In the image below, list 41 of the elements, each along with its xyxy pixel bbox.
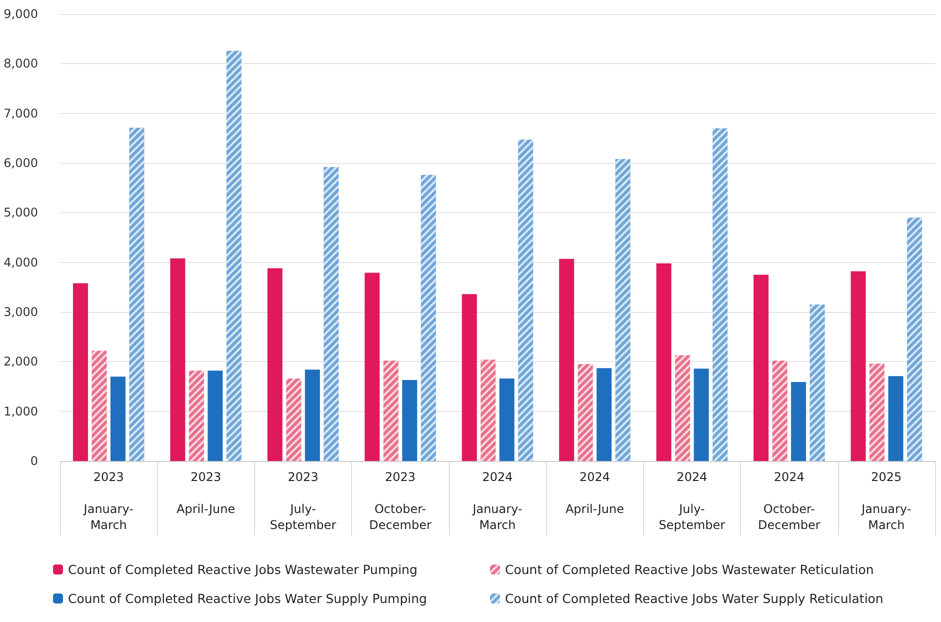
legend-label: Count of Completed Reactive Jobs Water Supply Pumping bbox=[68, 591, 427, 606]
bar bbox=[208, 370, 223, 461]
legend-label: Count of Completed Reactive Jobs Wastewater Reticulation bbox=[505, 562, 874, 577]
bar bbox=[559, 258, 574, 461]
bar bbox=[656, 263, 672, 461]
y-tick-label: 9,000 bbox=[4, 7, 38, 21]
y-tick-label: 2,000 bbox=[4, 354, 38, 369]
y-tick-label: 8,000 bbox=[4, 56, 38, 71]
legend-label: Count of Completed Reactive Jobs Water Supply Reticulation bbox=[505, 591, 884, 606]
y-tick-label: 0 bbox=[30, 454, 38, 468]
y-tick-label: 3,000 bbox=[4, 305, 38, 319]
category-label: 2023 January-March bbox=[84, 470, 134, 532]
y-tick-label: 4,000 bbox=[4, 255, 38, 270]
legend-label: Count of Completed Reactive Jobs Wastewater Pumping bbox=[68, 562, 418, 577]
category-label: 2023 July-September bbox=[270, 470, 336, 532]
category-label: 2024 April-June bbox=[565, 470, 624, 516]
y-tick-label: 6,000 bbox=[4, 156, 38, 170]
y-tick-label: 5,000 bbox=[4, 206, 38, 220]
bar bbox=[364, 272, 380, 461]
bar bbox=[596, 368, 612, 461]
bar bbox=[462, 294, 477, 461]
category-label: 2024 January-March bbox=[472, 470, 522, 532]
category-label: 2024 July-September bbox=[658, 470, 726, 532]
bar bbox=[791, 382, 806, 461]
bar bbox=[170, 258, 186, 461]
bar bbox=[402, 380, 418, 461]
bar bbox=[888, 376, 904, 461]
bar bbox=[754, 274, 769, 461]
bar bbox=[850, 271, 866, 461]
y-tick-label: 1,000 bbox=[4, 404, 38, 418]
bar bbox=[72, 283, 88, 461]
bar bbox=[304, 370, 320, 461]
category-label: 2024 October-December bbox=[758, 470, 820, 532]
category-label: 2023 April-June bbox=[176, 470, 236, 516]
bar bbox=[267, 268, 282, 461]
category-label: 2025 January-March bbox=[862, 470, 912, 532]
y-tick-label: 7,000 bbox=[4, 106, 38, 120]
bar bbox=[110, 376, 126, 461]
bar bbox=[499, 378, 514, 461]
category-label: 2023 October-December bbox=[369, 470, 432, 532]
bar bbox=[694, 368, 709, 461]
